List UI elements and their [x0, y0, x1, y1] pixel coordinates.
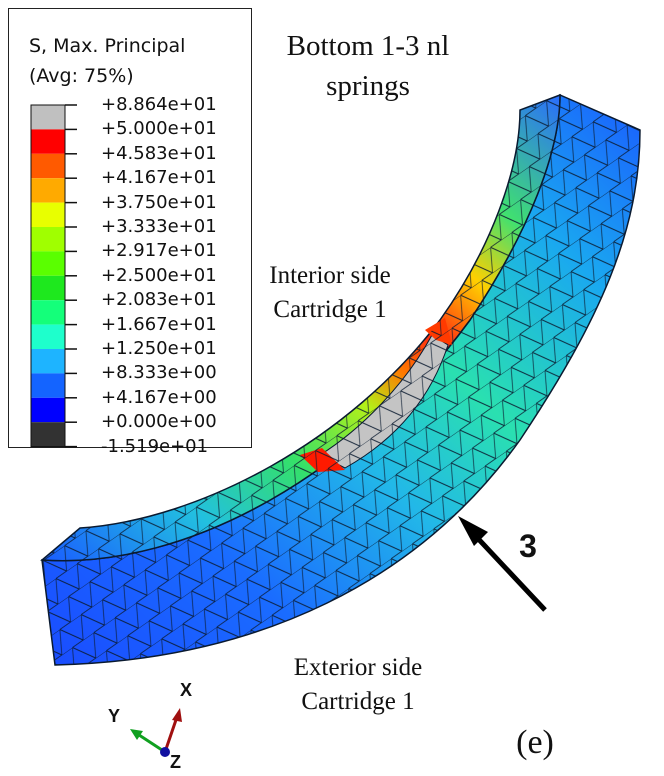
legend-swatch: [31, 251, 65, 276]
figure-title-line2: springs: [326, 70, 410, 102]
legend-swatch: [31, 202, 65, 227]
legend-swatch: [31, 178, 65, 203]
load-arrow: [468, 528, 547, 612]
arrow-label: 3: [519, 528, 537, 564]
legend-swatch: [31, 129, 65, 154]
legend-value: +8.864e+01: [101, 94, 217, 115]
exterior-side-label: Exterior side: [293, 654, 423, 681]
figure-title: Bottom 1-3 nl: [286, 30, 450, 62]
legend-value: +2.083e+01: [101, 289, 217, 311]
legend-value: -1.519e+01: [101, 435, 209, 457]
load-arrow-head: [458, 516, 488, 546]
legend-value: +3.333e+01: [101, 216, 217, 237]
triad-x-label: X: [180, 680, 193, 700]
legend-swatch: [31, 422, 65, 447]
triad-y-axis: [135, 731, 166, 754]
legend-swatch: [31, 397, 65, 423]
legend-value: +4.167e+00: [101, 386, 217, 408]
interior-cartridge-label: Cartridge 1: [273, 296, 387, 323]
legend-value: +5.000e+01: [101, 118, 217, 140]
legend-swatch: [31, 300, 65, 325]
contour-legend: S, Max. Principal (Avg: 75%) +8.864e+01 +…: [8, 8, 252, 456]
exterior-cartridge-label: Cartridge 1: [301, 688, 415, 715]
legend-swatch: [31, 105, 65, 130]
triad-y-head: [130, 729, 143, 740]
legend-value: +0.000e+00: [101, 411, 217, 433]
legend-value: +2.917e+01: [101, 240, 217, 262]
legend-title: S, Max. Principal: [29, 35, 186, 57]
legend-value: +8.333e+00: [101, 362, 217, 384]
panel-label: (e): [516, 724, 554, 761]
triad-z-axis: [160, 747, 170, 757]
legend-value: +4.583e+01: [101, 142, 217, 164]
legend-swatch: [31, 153, 65, 179]
legend-value: +3.750e+01: [101, 191, 217, 213]
interior-side-label: Interior side: [269, 262, 391, 289]
legend-value: +1.250e+01: [101, 338, 217, 359]
legend-swatch: [31, 349, 65, 374]
triad-z-label: Z: [170, 752, 181, 772]
legend-bar-frame: [30, 104, 66, 448]
legend-swatch: [31, 275, 65, 301]
triad-y-label: Y: [108, 706, 121, 726]
legend-swatch: [31, 324, 65, 349]
legend-value: +2.500e+01: [101, 264, 217, 286]
mesh-overlay-outer: [42, 95, 640, 665]
legend-swatch: [31, 227, 65, 252]
legend-value: +4.167e+01: [101, 167, 217, 189]
triad-x-head: [172, 708, 182, 722]
legend-swatch: [31, 373, 65, 398]
mesh-overlay-inner: [42, 95, 560, 561]
legend-subtitle: (Avg: 75%): [29, 65, 134, 87]
legend-color-bar: [30, 104, 77, 448]
legend-value: +1.667e+01: [101, 313, 217, 335]
